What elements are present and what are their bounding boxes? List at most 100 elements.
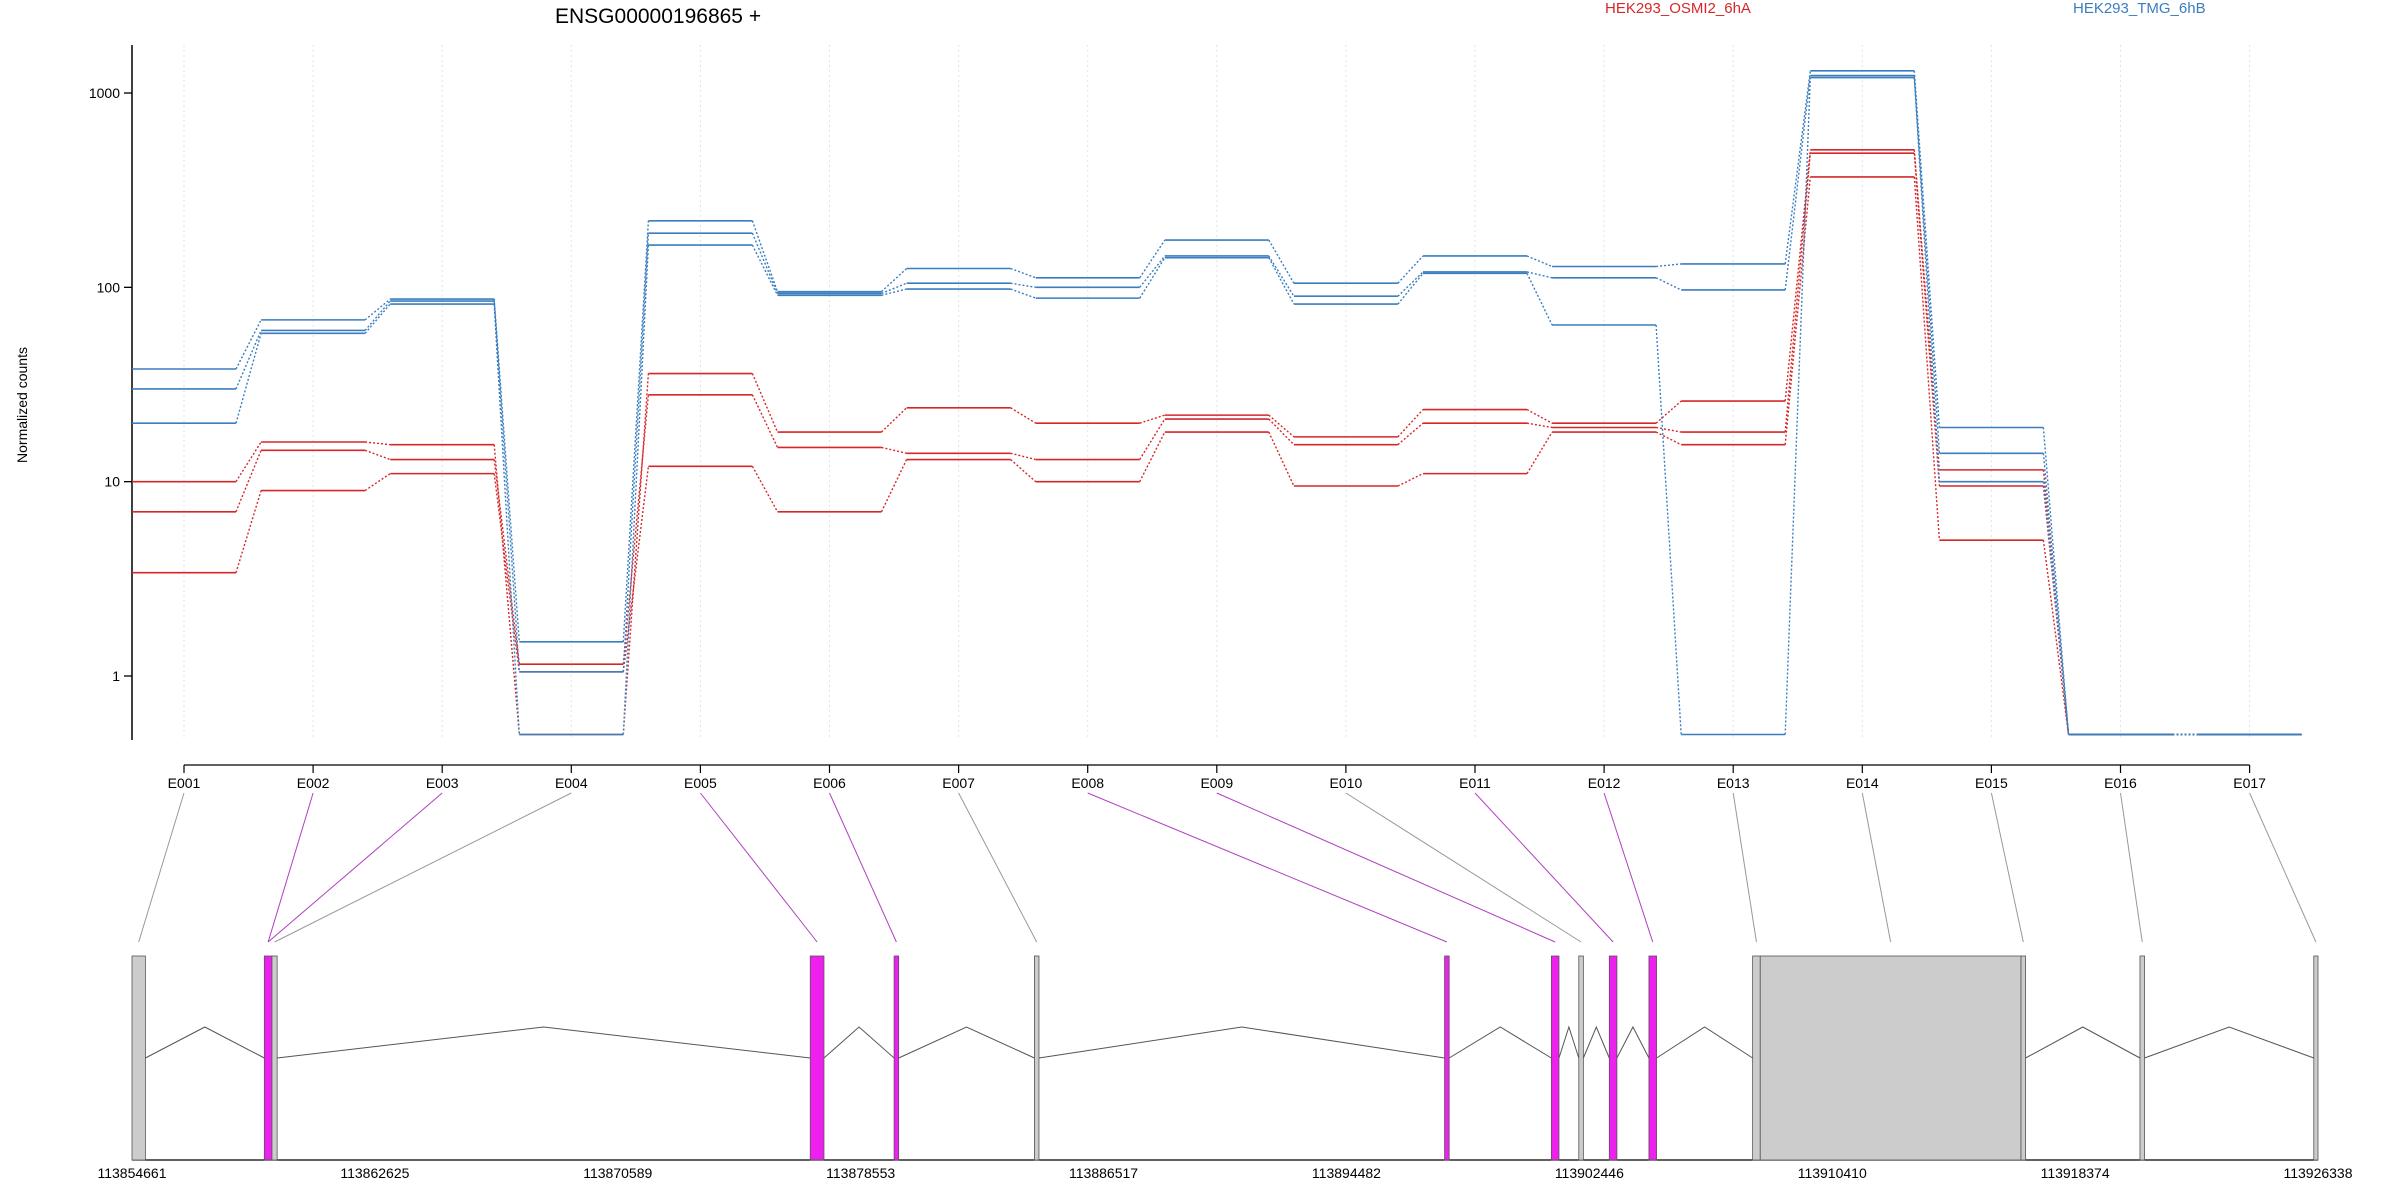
noncoding-exon <box>1578 955 1584 1161</box>
gene-model: 113854661 113862625 113870589 113878553 1138… <box>97 955 2353 1181</box>
x-tick-label: E007 <box>942 775 975 791</box>
series-connector <box>364 303 391 334</box>
legend-tmg: HEK293_TMG_6hB <box>2073 0 2206 17</box>
noncoding-exon <box>2020 955 2026 1161</box>
intron-line <box>145 1026 265 1059</box>
series-connector <box>1526 431 1553 474</box>
series-connector <box>622 233 650 672</box>
series-connector <box>1655 400 1682 424</box>
series-connector <box>364 449 391 461</box>
x-tick-label: E012 <box>1588 775 1621 791</box>
genomic-tick-label: 113878553 <box>826 1165 895 1181</box>
exon-connector <box>2120 792 2143 943</box>
genomic-tick-label: 113918374 <box>2041 1165 2110 1181</box>
noncoding-exon <box>2313 955 2319 1161</box>
series-connector <box>1010 288 1036 299</box>
intron-line <box>1038 1026 1445 1059</box>
y-tick-label: 10 <box>104 474 120 490</box>
series-connector <box>1655 277 1682 291</box>
series-connector <box>1139 239 1166 279</box>
coding-exon <box>1608 955 1618 1161</box>
series-connector <box>1784 153 1811 433</box>
series-connector <box>1655 324 1682 735</box>
genomic-tick-label: 113902446 <box>1555 1165 1624 1181</box>
exon-connector <box>700 792 818 943</box>
series-connector <box>622 373 650 735</box>
series-connector <box>2042 453 2070 735</box>
intron-line <box>1616 1025 1650 1059</box>
coding-exon <box>1550 955 1560 1161</box>
intron-line <box>823 1026 895 1059</box>
series-lines <box>132 70 2302 736</box>
exon-connector-lines <box>138 792 2317 943</box>
exon-connector <box>1345 792 1582 943</box>
x-tick-label: E008 <box>1071 775 1104 791</box>
x-tick-label: E006 <box>813 775 846 791</box>
series-connector <box>235 450 262 513</box>
series-connector <box>1913 70 1941 428</box>
exon-connector <box>1990 792 2024 943</box>
series-connector <box>1526 408 1553 424</box>
x-tick-label: E002 <box>297 775 330 791</box>
series-connector <box>881 267 908 293</box>
series-connector <box>1010 407 1037 424</box>
series-connector <box>1139 418 1166 460</box>
genomic-tick-label: 113854661 <box>97 1165 166 1181</box>
exon-connector <box>1216 792 1556 943</box>
series-connector <box>622 245 650 735</box>
intron-line <box>277 1026 811 1059</box>
x-tick-label: E015 <box>1975 775 2008 791</box>
exon-connector <box>829 792 897 943</box>
vertical-grid <box>183 45 2251 740</box>
y-axis-label: Normalized counts <box>14 347 30 463</box>
axes: 1 10 100 1000 E001 E002 E003 E004 E005 E006 E007 E0… <box>89 45 2266 791</box>
series-connector <box>880 459 908 513</box>
x-tick-label: E001 <box>168 775 201 791</box>
exon-connector <box>267 792 443 943</box>
series-connector <box>1268 414 1295 438</box>
x-tick-label: E013 <box>1717 775 1750 791</box>
series-connector <box>1010 267 1036 279</box>
x-tick-label: E014 <box>1846 775 1879 791</box>
series-connector <box>235 330 262 390</box>
exon-connector <box>274 792 572 943</box>
intron-line <box>1558 1025 1580 1059</box>
noncoding-exon <box>1752 955 1761 1161</box>
intron-line <box>1582 1025 1610 1059</box>
series-connector <box>364 473 391 492</box>
noncoding-exon <box>1034 955 1040 1161</box>
series-connector <box>1139 255 1166 288</box>
series-connector <box>493 301 520 672</box>
series-connector <box>1397 255 1424 284</box>
series-connector <box>364 300 391 331</box>
series-connector <box>235 441 262 483</box>
series-connector <box>235 333 262 424</box>
series-connector <box>751 373 779 433</box>
genomic-tick-label: 113862625 <box>340 1165 409 1181</box>
series-connector <box>493 299 520 642</box>
series-connector <box>751 232 779 294</box>
x-tick-label: E004 <box>555 775 588 791</box>
series-connector <box>751 220 779 292</box>
intron-line <box>2144 1026 2314 1059</box>
intron-line <box>1656 1026 1753 1059</box>
series-connector <box>1784 70 1811 264</box>
series-connector <box>881 288 907 296</box>
coding-exon <box>893 955 900 1161</box>
series-connector <box>493 304 520 735</box>
coding-exon <box>809 955 825 1161</box>
chart-title: ENSG00000196865 + <box>555 5 761 28</box>
series-connector <box>1397 472 1424 487</box>
exon-connector <box>1087 792 1448 943</box>
intron-line <box>1448 1026 1552 1059</box>
series-connector <box>364 298 391 321</box>
series-connector <box>1913 149 1941 470</box>
exon-connector <box>1732 792 1757 943</box>
series-connector <box>1139 431 1166 482</box>
series-connector <box>1397 271 1424 297</box>
exon-connector <box>267 792 314 943</box>
exon-connector <box>1861 792 1892 943</box>
series-connector <box>1913 176 1941 541</box>
